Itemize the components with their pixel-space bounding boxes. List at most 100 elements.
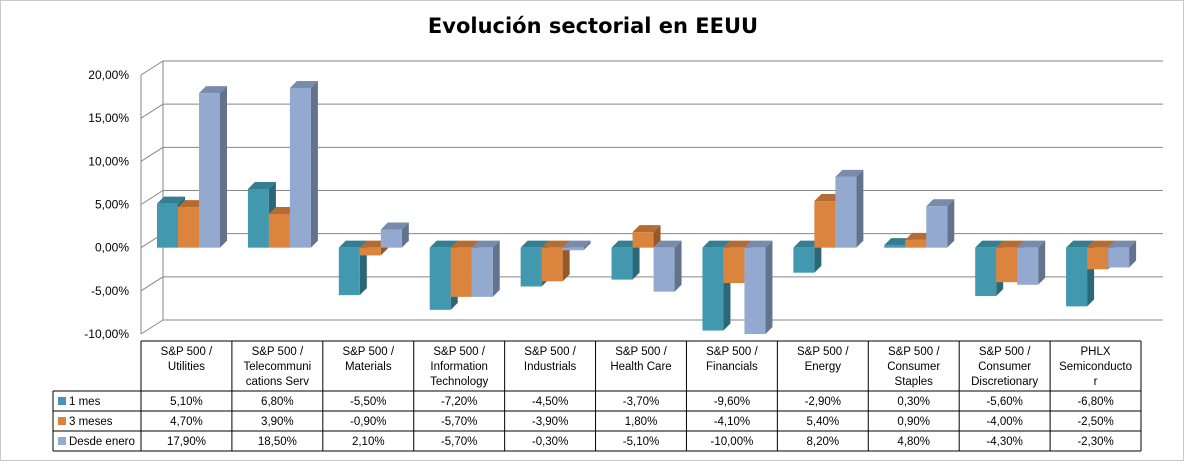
bar-desde-enero bbox=[1017, 240, 1046, 285]
bar-side bbox=[220, 86, 227, 248]
gridline-side bbox=[140, 276, 164, 292]
bar-top bbox=[975, 240, 1004, 248]
data-label: -0,90% bbox=[350, 416, 386, 428]
bar-front bbox=[541, 247, 563, 282]
bar-top bbox=[338, 240, 367, 248]
y-tick-label: -5,00% bbox=[91, 284, 129, 298]
chart-title: Evolución sectorial en EEUU bbox=[428, 14, 758, 38]
bar-front bbox=[1087, 247, 1109, 270]
bar-front bbox=[289, 87, 311, 248]
bar-side bbox=[814, 240, 822, 273]
bar-3-meses bbox=[541, 240, 570, 282]
bar-side bbox=[1129, 240, 1137, 268]
bar-front bbox=[814, 201, 836, 248]
data-label: -2,90% bbox=[805, 396, 841, 408]
bar-top bbox=[744, 240, 773, 248]
category-label: S&P 500 /Telecommuni cations Serv bbox=[243, 346, 311, 388]
data-label: -3,70% bbox=[623, 396, 659, 408]
data-label: 0,30% bbox=[897, 396, 930, 408]
bar-desde-enero bbox=[744, 240, 773, 334]
bar-front bbox=[996, 247, 1018, 283]
legend-key bbox=[58, 437, 66, 445]
y-tick-label: 0,00% bbox=[95, 241, 129, 255]
bar-side bbox=[632, 240, 640, 280]
bar-front bbox=[1066, 247, 1088, 307]
bar-top bbox=[653, 240, 682, 248]
bar-top bbox=[380, 222, 409, 230]
bar-side bbox=[583, 240, 591, 251]
category-label: S&P 500 /Materials bbox=[342, 346, 394, 373]
bar-top bbox=[926, 199, 955, 207]
bar-desde-enero bbox=[562, 240, 591, 251]
bar-front bbox=[611, 247, 633, 280]
y-tick-label: 5,00% bbox=[95, 198, 129, 212]
category-label: S&P 500 /Industrials bbox=[524, 346, 577, 373]
bar-top bbox=[1017, 240, 1046, 248]
data-label: 2,10% bbox=[352, 436, 385, 448]
bar-top bbox=[996, 240, 1025, 248]
bar-top bbox=[632, 225, 661, 233]
bar-top bbox=[471, 240, 500, 248]
category-label: PHLX Semiconducto r bbox=[1059, 346, 1132, 388]
bar-side bbox=[856, 169, 864, 248]
category-label: S&P 500 /Consumer Discretionary bbox=[971, 346, 1038, 388]
data-table: S&P 500 /Utilities S&P 500 /Telecommuni ca… bbox=[52, 340, 1142, 452]
bar-front bbox=[926, 206, 948, 248]
bar-side bbox=[653, 225, 661, 248]
bar-1-mes bbox=[611, 240, 640, 280]
bar-side bbox=[492, 240, 500, 297]
legend-key bbox=[58, 397, 66, 405]
data-label: 18,50% bbox=[258, 436, 297, 448]
bar-front bbox=[702, 247, 724, 331]
bar-top bbox=[157, 196, 185, 204]
bar-top bbox=[723, 240, 752, 248]
y-tick-label: 20,00% bbox=[88, 68, 129, 82]
y-tick-label: 10,00% bbox=[88, 154, 129, 168]
gridlines bbox=[140, 60, 1163, 335]
data-label: -10,00% bbox=[710, 436, 753, 448]
bar-front bbox=[429, 247, 451, 310]
data-label: -4,50% bbox=[532, 396, 568, 408]
bar-top bbox=[247, 181, 276, 189]
bar-front bbox=[380, 229, 402, 248]
gridline-side bbox=[140, 319, 164, 335]
bar-front bbox=[1108, 247, 1130, 268]
bar-desde-enero bbox=[926, 199, 955, 248]
data-label: -5,70% bbox=[441, 436, 477, 448]
bar-front bbox=[905, 239, 927, 248]
category-label: S&P 500 /Information Technology bbox=[430, 346, 488, 388]
bar-side bbox=[310, 80, 318, 248]
data-label: -2,30% bbox=[1077, 436, 1113, 448]
gridline-side bbox=[140, 190, 164, 205]
bar-top bbox=[520, 240, 549, 248]
bar-top bbox=[429, 240, 458, 248]
bar-top bbox=[199, 86, 227, 94]
bar-front bbox=[359, 247, 381, 256]
data-label: -0,30% bbox=[532, 436, 568, 448]
bar-front bbox=[338, 247, 360, 296]
category-label: S&P 500 /Health Care bbox=[610, 346, 671, 373]
gridline-side bbox=[140, 146, 164, 162]
data-label: -4,30% bbox=[986, 436, 1022, 448]
bar-desde-enero bbox=[653, 240, 682, 292]
data-label: 0,90% bbox=[897, 416, 930, 428]
data-label: -9,60% bbox=[714, 396, 750, 408]
bar-side bbox=[1038, 240, 1046, 285]
bar-desde-enero bbox=[289, 80, 318, 248]
bar-front bbox=[450, 247, 472, 297]
bar-front bbox=[632, 232, 654, 248]
bar-front bbox=[1017, 247, 1039, 285]
y-tick-label: 15,00% bbox=[88, 111, 129, 125]
data-label: -4,00% bbox=[986, 416, 1022, 428]
bar-front bbox=[178, 207, 199, 248]
data-label: 5,10% bbox=[170, 396, 203, 408]
bar-front bbox=[268, 213, 290, 248]
data-label: -5,60% bbox=[986, 396, 1022, 408]
bar-top bbox=[289, 80, 318, 88]
legend-key bbox=[58, 417, 66, 425]
bar-side bbox=[401, 222, 409, 248]
bar-top bbox=[541, 240, 570, 248]
data-label: -5,10% bbox=[623, 436, 659, 448]
